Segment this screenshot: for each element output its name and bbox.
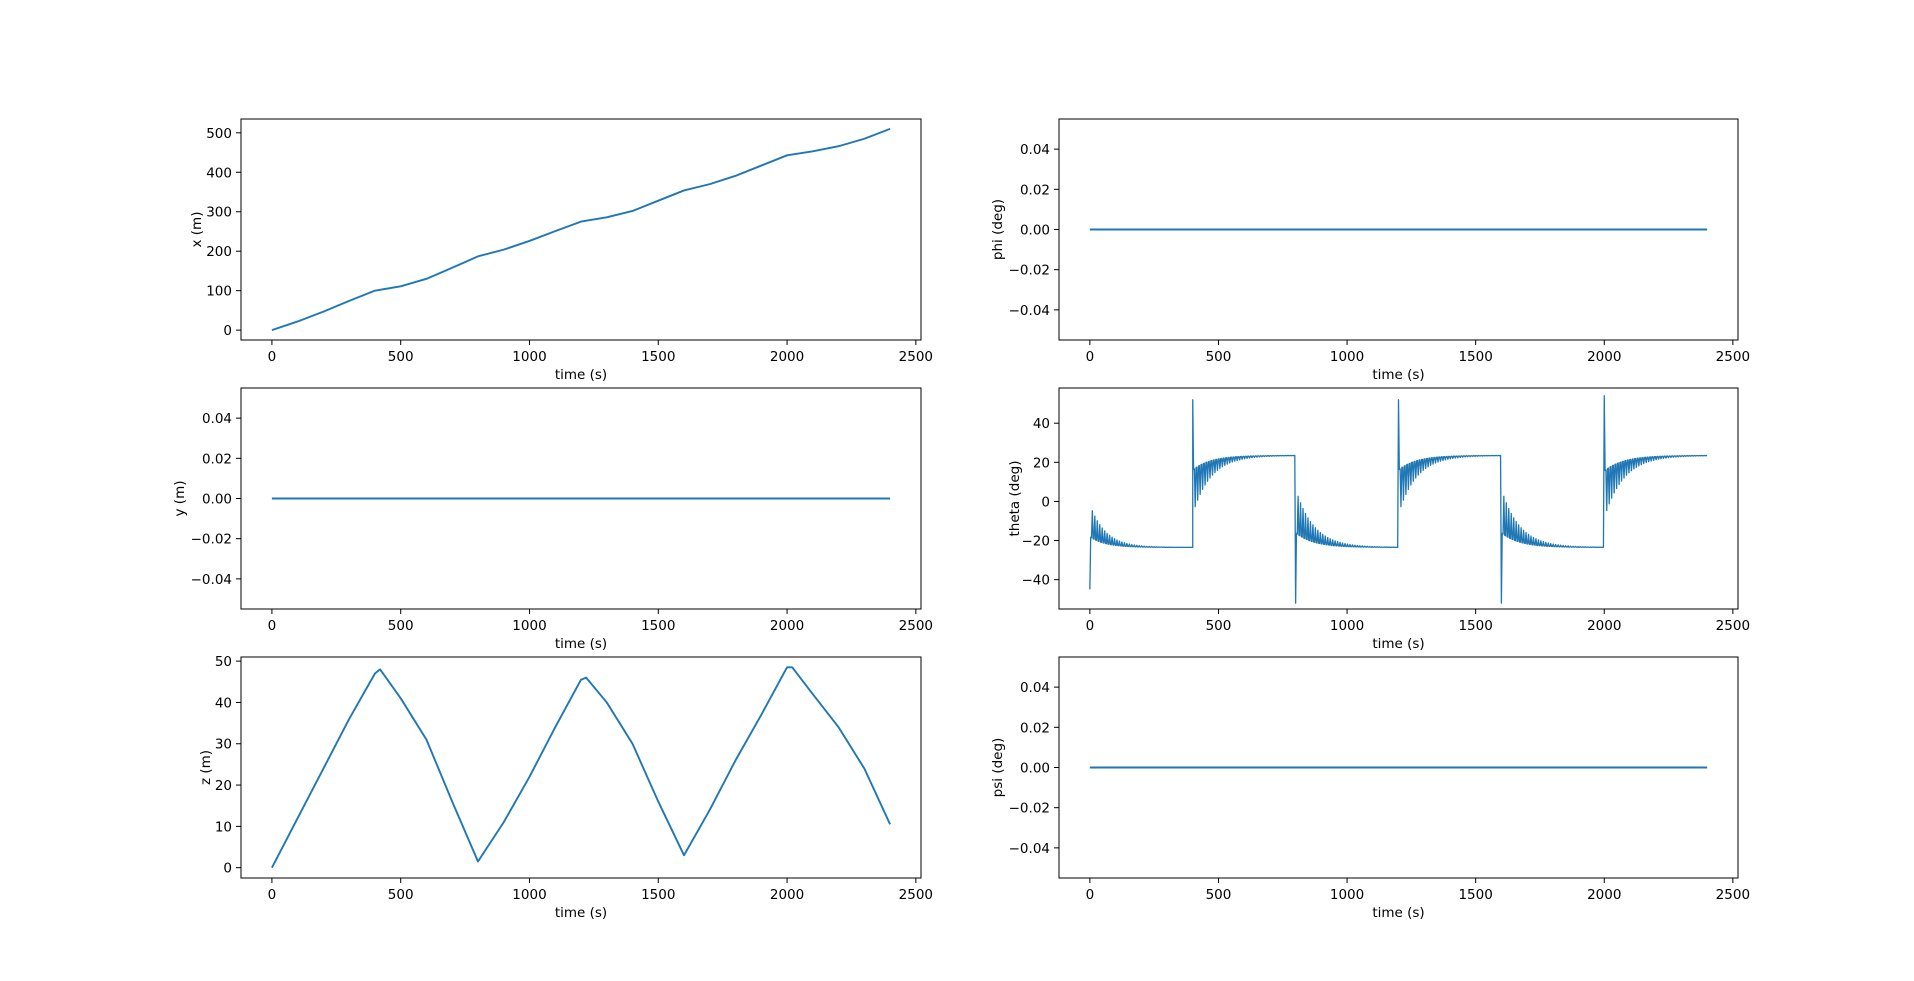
x-tick-label: 1500 xyxy=(1458,887,1492,903)
x-tick-label: 0 xyxy=(1086,618,1095,634)
series-line-5 xyxy=(271,666,891,869)
y-tick-label: 0 xyxy=(223,323,232,339)
x-tick-label: 500 xyxy=(1206,618,1232,634)
subplot-6: 0 500 1000 1500 2000 2500 −0.04 −0.02 0.00 0.02 0.… xyxy=(990,656,1750,921)
x-tick-label: 1000 xyxy=(1330,887,1364,903)
y-tick-label: 0.02 xyxy=(1020,182,1050,198)
x-tick-label: 2500 xyxy=(899,618,933,634)
x-tick-label: 2500 xyxy=(1716,618,1750,634)
series-line-4 xyxy=(1089,395,1708,604)
y-tick-label: 30 xyxy=(215,737,232,753)
y-tick-label: 10 xyxy=(215,819,232,835)
x-tick-label: 1500 xyxy=(641,349,675,365)
y-tick-label: 0 xyxy=(1041,494,1050,510)
y-tick-label: −0.02 xyxy=(1009,263,1050,279)
x-tick-label: 1500 xyxy=(641,618,675,634)
x-tick-label: 1000 xyxy=(512,618,546,634)
y-axis-label: z (m) xyxy=(198,750,214,785)
y-tick-label: 0 xyxy=(223,861,232,877)
x-tick-label: 2500 xyxy=(899,887,933,903)
y-tick-label: 200 xyxy=(206,244,232,260)
subplot-4: 0 500 1000 1500 2000 2500 −40 −20 0 20 40 time (s) t… xyxy=(1007,387,1750,652)
x-tick-label: 0 xyxy=(268,618,277,634)
x-tick-label: 2500 xyxy=(899,349,933,365)
x-tick-label: 1500 xyxy=(641,887,675,903)
y-tick-label: 500 xyxy=(206,126,232,142)
x-tick-label: 500 xyxy=(388,618,414,634)
x-tick-label: 1000 xyxy=(1330,618,1364,634)
x-tick-label: 1500 xyxy=(1458,349,1492,365)
subplot-2: 0 500 1000 1500 2000 2500 −0.04 −0.02 0.00 0.02 0.… xyxy=(990,118,1750,383)
x-tick-label: 500 xyxy=(1206,887,1232,903)
x-axis-label: time (s) xyxy=(555,636,607,652)
x-tick-label: 1500 xyxy=(1458,618,1492,634)
y-tick-label: −20 xyxy=(1022,534,1051,550)
x-tick-label: 1000 xyxy=(512,887,546,903)
x-tick-label: 2000 xyxy=(1587,349,1621,365)
subplot-5: 0 500 1000 1500 2000 2500 0 10 20 30 40 50 time (s) z… xyxy=(198,654,933,921)
y-tick-label: −0.02 xyxy=(1009,801,1050,817)
x-tick-label: 0 xyxy=(268,887,277,903)
y-tick-label: −0.04 xyxy=(191,572,232,588)
subplot-1: 0 500 1000 1500 2000 2500 0 100 200 300 400 500 time… xyxy=(189,118,933,383)
y-tick-label: 0.04 xyxy=(202,411,232,427)
x-tick-label: 0 xyxy=(1086,887,1095,903)
x-axis-label: time (s) xyxy=(1372,367,1424,383)
x-tick-label: 2000 xyxy=(1587,618,1621,634)
y-axis-label: x (m) xyxy=(189,212,205,248)
x-tick-label: 2000 xyxy=(770,887,804,903)
axes-frame xyxy=(240,656,922,879)
y-tick-label: 0.02 xyxy=(1020,720,1050,736)
y-tick-label: 0.02 xyxy=(202,451,232,467)
y-tick-label: 40 xyxy=(1033,416,1050,432)
x-tick-label: 500 xyxy=(1206,349,1232,365)
y-axis-label: psi (deg) xyxy=(990,738,1006,798)
y-tick-label: −0.02 xyxy=(191,532,232,548)
y-tick-label: 0.00 xyxy=(1020,761,1050,777)
y-tick-label: 0.04 xyxy=(1020,680,1050,696)
y-axis-label: y (m) xyxy=(172,481,188,517)
x-tick-label: 1000 xyxy=(1330,349,1364,365)
x-tick-label: 0 xyxy=(1086,349,1095,365)
y-axis-label: phi (deg) xyxy=(990,199,1006,260)
y-tick-label: 400 xyxy=(206,165,232,181)
x-tick-label: 1000 xyxy=(512,349,546,365)
x-axis-label: time (s) xyxy=(1372,636,1424,652)
y-tick-label: −0.04 xyxy=(1009,303,1050,319)
x-tick-label: 2000 xyxy=(770,349,804,365)
subplot-3: 0 500 1000 1500 2000 2500 −0.04 −0.02 0.00 0.02 0.… xyxy=(172,387,933,652)
y-tick-label: −40 xyxy=(1022,573,1051,589)
y-tick-label: −0.04 xyxy=(1009,841,1050,857)
y-tick-label: 20 xyxy=(1033,455,1050,471)
x-tick-label: 500 xyxy=(388,349,414,365)
axes-frame xyxy=(240,118,922,341)
y-tick-label: 40 xyxy=(215,695,232,711)
x-tick-label: 2500 xyxy=(1716,887,1750,903)
x-axis-label: time (s) xyxy=(1372,905,1424,921)
series-line-1 xyxy=(271,127,891,332)
x-tick-label: 2000 xyxy=(1587,887,1621,903)
y-axis-label: theta (deg) xyxy=(1007,460,1023,536)
x-axis-label: time (s) xyxy=(555,367,607,383)
y-tick-label: 100 xyxy=(206,284,232,300)
y-tick-label: 0.04 xyxy=(1020,142,1050,158)
axes-frame xyxy=(1058,387,1739,610)
x-tick-label: 500 xyxy=(388,887,414,903)
y-tick-label: 0.00 xyxy=(1020,223,1050,239)
x-tick-label: 2000 xyxy=(770,618,804,634)
y-tick-label: 0.00 xyxy=(202,492,232,508)
x-tick-label: 2500 xyxy=(1716,349,1750,365)
y-tick-label: 50 xyxy=(215,654,232,670)
y-tick-label: 20 xyxy=(215,778,232,794)
y-tick-label: 300 xyxy=(206,205,232,221)
x-axis-label: time (s) xyxy=(555,905,607,921)
x-tick-label: 0 xyxy=(268,349,277,365)
